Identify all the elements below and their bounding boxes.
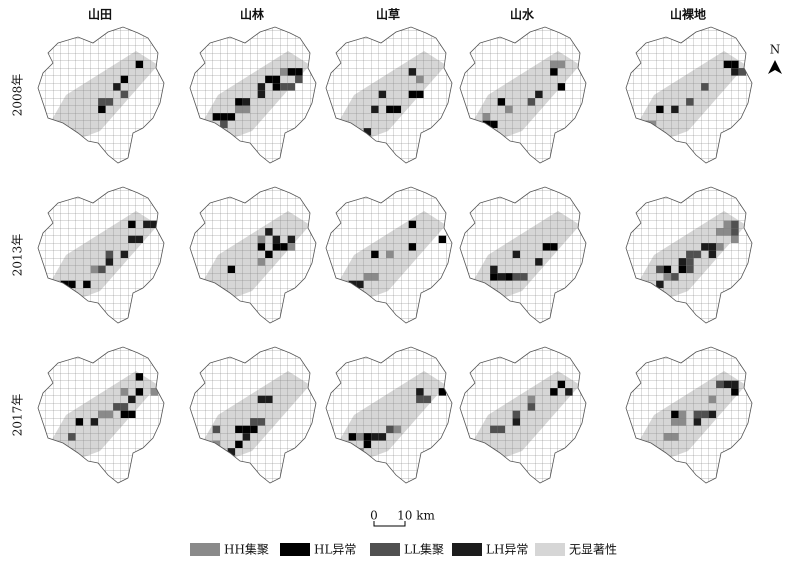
map-body	[190, 27, 316, 163]
map-outline	[325, 26, 453, 164]
scale-label: 10 km	[397, 509, 435, 523]
column-header: 山田	[88, 7, 112, 22]
map-outline	[459, 26, 587, 164]
legend-swatch	[190, 543, 220, 556]
legend-swatch	[535, 543, 565, 556]
legend-item: HH集聚	[190, 542, 269, 557]
map-outline	[459, 346, 587, 484]
legend-label: HL异常	[314, 543, 356, 557]
map-panel	[325, 346, 453, 484]
legend-item: LH异常	[452, 543, 528, 557]
map-body	[326, 187, 452, 323]
north-label: N	[770, 43, 781, 57]
grid-overlay	[460, 27, 586, 163]
column-header: 山草	[376, 7, 400, 22]
map-body	[626, 187, 752, 323]
scale-line	[373, 521, 406, 527]
map-outline	[37, 346, 165, 484]
map-body	[460, 27, 586, 163]
grid-overlay	[326, 347, 452, 483]
map-outline	[459, 186, 587, 324]
map-body	[460, 347, 586, 483]
grid-overlay	[190, 27, 316, 163]
column-header: 山水	[510, 7, 535, 22]
grid-overlay	[326, 187, 452, 323]
map-outline	[625, 186, 753, 324]
grid-overlay	[460, 187, 586, 323]
map-outline	[325, 186, 453, 324]
north-arrow: N	[768, 43, 782, 74]
map-panel	[37, 26, 165, 164]
map-outline	[189, 346, 317, 484]
legend-label: HH集聚	[224, 542, 269, 557]
map-panel	[189, 26, 317, 164]
scale-label: 0	[370, 509, 378, 523]
map-panel	[625, 26, 753, 164]
map-body	[38, 347, 164, 483]
grid-overlay	[626, 187, 752, 323]
grid-overlay	[38, 27, 164, 163]
map-panel	[325, 26, 453, 164]
map-body	[460, 187, 586, 323]
map-outline	[625, 346, 753, 484]
map-outline	[625, 26, 753, 164]
map-panel	[189, 186, 317, 324]
map-body	[38, 187, 164, 323]
map-panel	[189, 346, 317, 484]
legend-label: LL集聚	[404, 542, 444, 557]
map-body	[190, 347, 316, 483]
legend-swatch	[370, 543, 400, 556]
legend-label: LH异常	[486, 543, 528, 557]
row-label: 2017年	[11, 394, 25, 437]
north-arrow-icon	[768, 60, 782, 74]
legend-item: HL异常	[280, 543, 356, 557]
map-panel	[625, 186, 753, 324]
map-body	[326, 347, 452, 483]
column-header: 山裸地	[670, 7, 706, 22]
map-outline	[189, 186, 317, 324]
row-label: 2008年	[11, 74, 25, 117]
grid-overlay	[38, 347, 164, 483]
map-body	[626, 347, 752, 483]
column-header: 山林	[240, 7, 264, 22]
map-outline	[325, 346, 453, 484]
legend-label: 无显著性	[569, 543, 617, 557]
scale-bar: 0 10 km	[370, 509, 435, 527]
row-label: 2013年	[11, 234, 25, 277]
map-panel	[325, 186, 453, 324]
map-outline	[37, 26, 165, 164]
grid-overlay	[626, 27, 752, 163]
grid-overlay	[626, 347, 752, 483]
map-body	[326, 27, 452, 163]
map-body	[38, 27, 164, 163]
grid-overlay	[190, 187, 316, 323]
map-outline	[189, 26, 317, 164]
map-panel	[459, 346, 587, 484]
legend-swatch	[452, 543, 482, 556]
legend-item: 无显著性	[535, 543, 617, 557]
legend-swatch	[280, 543, 310, 556]
map-panel	[459, 26, 587, 164]
map-panel	[625, 346, 753, 484]
map-panel	[459, 186, 587, 324]
grid-overlay	[38, 187, 164, 323]
grid-overlay	[326, 27, 452, 163]
map-body	[626, 27, 752, 163]
map-body	[190, 187, 316, 323]
legend-item: LL集聚	[370, 542, 444, 557]
grid-overlay	[190, 347, 316, 483]
map-outline	[37, 186, 165, 324]
grid-overlay	[460, 347, 586, 483]
map-panel	[37, 186, 165, 324]
map-panel	[37, 346, 165, 484]
